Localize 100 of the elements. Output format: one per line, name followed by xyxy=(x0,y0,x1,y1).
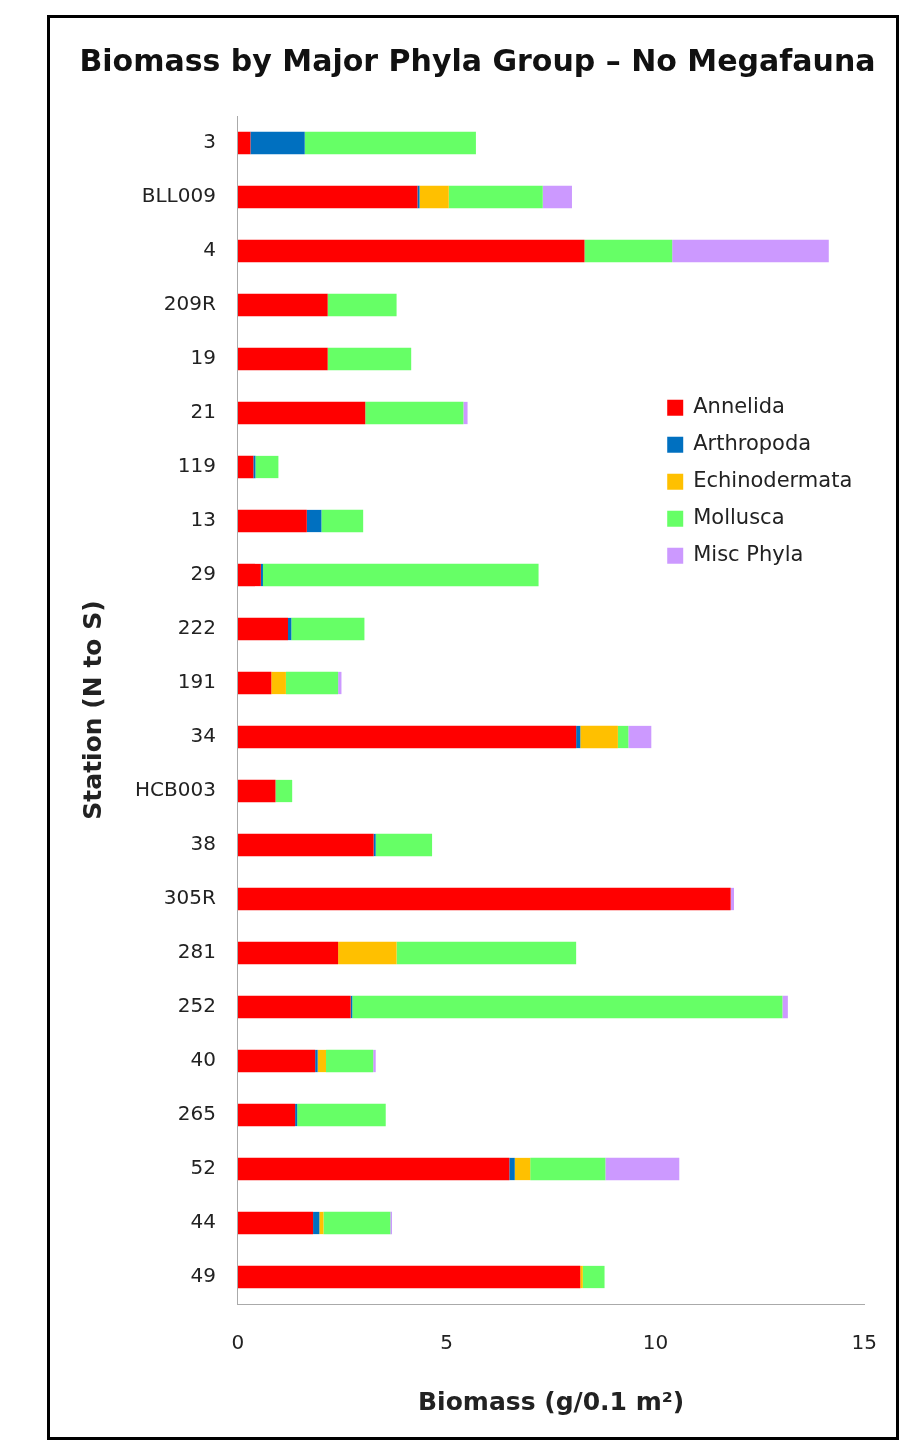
bar xyxy=(628,725,652,749)
bar xyxy=(285,671,339,695)
x-tick-label: 0 xyxy=(231,1330,245,1355)
bar xyxy=(237,887,731,911)
bar xyxy=(582,1265,605,1289)
y-tick-label: 49 xyxy=(190,1263,216,1288)
bar xyxy=(584,239,673,263)
legend-label: Annelida xyxy=(693,394,785,419)
y-tick-label: 29 xyxy=(190,561,216,586)
bar xyxy=(237,941,339,965)
y-tick-label: 19 xyxy=(190,345,216,370)
y-tick-label: 38 xyxy=(190,831,216,856)
y-tick-label: 40 xyxy=(190,1047,216,1072)
bar xyxy=(580,1265,583,1289)
bar xyxy=(237,293,328,317)
legend-label: Arthropoda xyxy=(693,431,812,456)
y-tick-label: 44 xyxy=(190,1209,216,1234)
bar xyxy=(352,995,783,1019)
bar xyxy=(509,1157,515,1181)
bar xyxy=(237,347,328,371)
y-tick-label: BLL009 xyxy=(141,183,216,208)
bar xyxy=(317,1049,327,1073)
bar xyxy=(237,401,366,425)
y-tick-label: 3 xyxy=(203,129,216,154)
bar xyxy=(315,1049,318,1073)
bar xyxy=(237,1049,316,1073)
y-tick-label: 252 xyxy=(177,993,216,1018)
bar xyxy=(297,1103,386,1127)
bar xyxy=(237,455,254,479)
bar xyxy=(237,779,276,803)
bar xyxy=(672,239,829,263)
x-tick-label: 10 xyxy=(642,1330,669,1355)
bar xyxy=(237,833,374,857)
bar xyxy=(313,1211,320,1235)
bar xyxy=(338,941,397,965)
y-axis-title: Station (N to S) xyxy=(77,600,107,820)
legend-label: Mollusca xyxy=(693,505,785,530)
bar xyxy=(576,725,581,749)
bar xyxy=(237,185,418,209)
x-tick-label: 15 xyxy=(851,1330,877,1355)
bar xyxy=(306,509,322,533)
bar xyxy=(275,779,293,803)
bar xyxy=(291,617,365,641)
y-tick-label: 281 xyxy=(177,939,216,964)
bar xyxy=(617,725,629,749)
bar xyxy=(237,1157,510,1181)
y-tick-label: 191 xyxy=(177,669,216,694)
bar xyxy=(250,131,305,155)
bar xyxy=(237,671,272,695)
chart-title: Biomass by Major Phyla Group – No Megafauna xyxy=(79,42,876,78)
bar xyxy=(260,563,263,587)
bar xyxy=(327,347,412,371)
bar xyxy=(365,401,464,425)
bar xyxy=(417,185,420,209)
bar xyxy=(373,1049,376,1073)
y-tick-label: 4 xyxy=(203,237,216,262)
legend-label: Misc Phyla xyxy=(693,542,804,567)
y-tick-label: 305R xyxy=(163,885,216,910)
y-tick-label: 13 xyxy=(190,507,216,532)
bar xyxy=(237,1265,581,1289)
bar xyxy=(237,1103,296,1127)
bar xyxy=(323,1211,391,1235)
bar xyxy=(295,1103,298,1127)
bar xyxy=(542,185,572,209)
bar xyxy=(321,509,364,533)
bar xyxy=(304,131,476,155)
bar xyxy=(327,293,397,317)
x-axis-title: Biomass (g/0.1 m²) xyxy=(418,1386,685,1416)
bar xyxy=(463,401,468,425)
y-tick-label: HCB003 xyxy=(134,777,216,802)
bar xyxy=(271,671,286,695)
bar xyxy=(605,1157,680,1181)
bar xyxy=(253,455,256,479)
bar xyxy=(237,617,289,641)
y-tick-label: 222 xyxy=(177,615,216,640)
bar xyxy=(237,239,585,263)
legend-label: Echinodermata xyxy=(693,468,853,493)
bar xyxy=(375,833,433,857)
bar xyxy=(319,1211,324,1235)
bar xyxy=(237,131,251,155)
bar xyxy=(237,509,307,533)
y-tick-label: 52 xyxy=(190,1155,216,1180)
y-tick-label: 265 xyxy=(177,1101,216,1126)
bar xyxy=(530,1157,606,1181)
y-tick-label: 34 xyxy=(190,723,216,748)
bar xyxy=(237,1211,314,1235)
bar xyxy=(237,995,351,1019)
bar xyxy=(237,725,577,749)
y-tick-label: 209R xyxy=(163,291,216,316)
bar xyxy=(373,833,376,857)
x-tick-label: 5 xyxy=(440,1330,454,1355)
y-tick-label: 119 xyxy=(177,453,216,478)
bar xyxy=(396,941,577,965)
bar xyxy=(514,1157,531,1181)
bar xyxy=(580,725,618,749)
bar xyxy=(262,563,539,587)
bar xyxy=(237,563,261,587)
bar xyxy=(326,1049,374,1073)
bar xyxy=(448,185,543,209)
y-tick-label: 21 xyxy=(190,399,216,424)
